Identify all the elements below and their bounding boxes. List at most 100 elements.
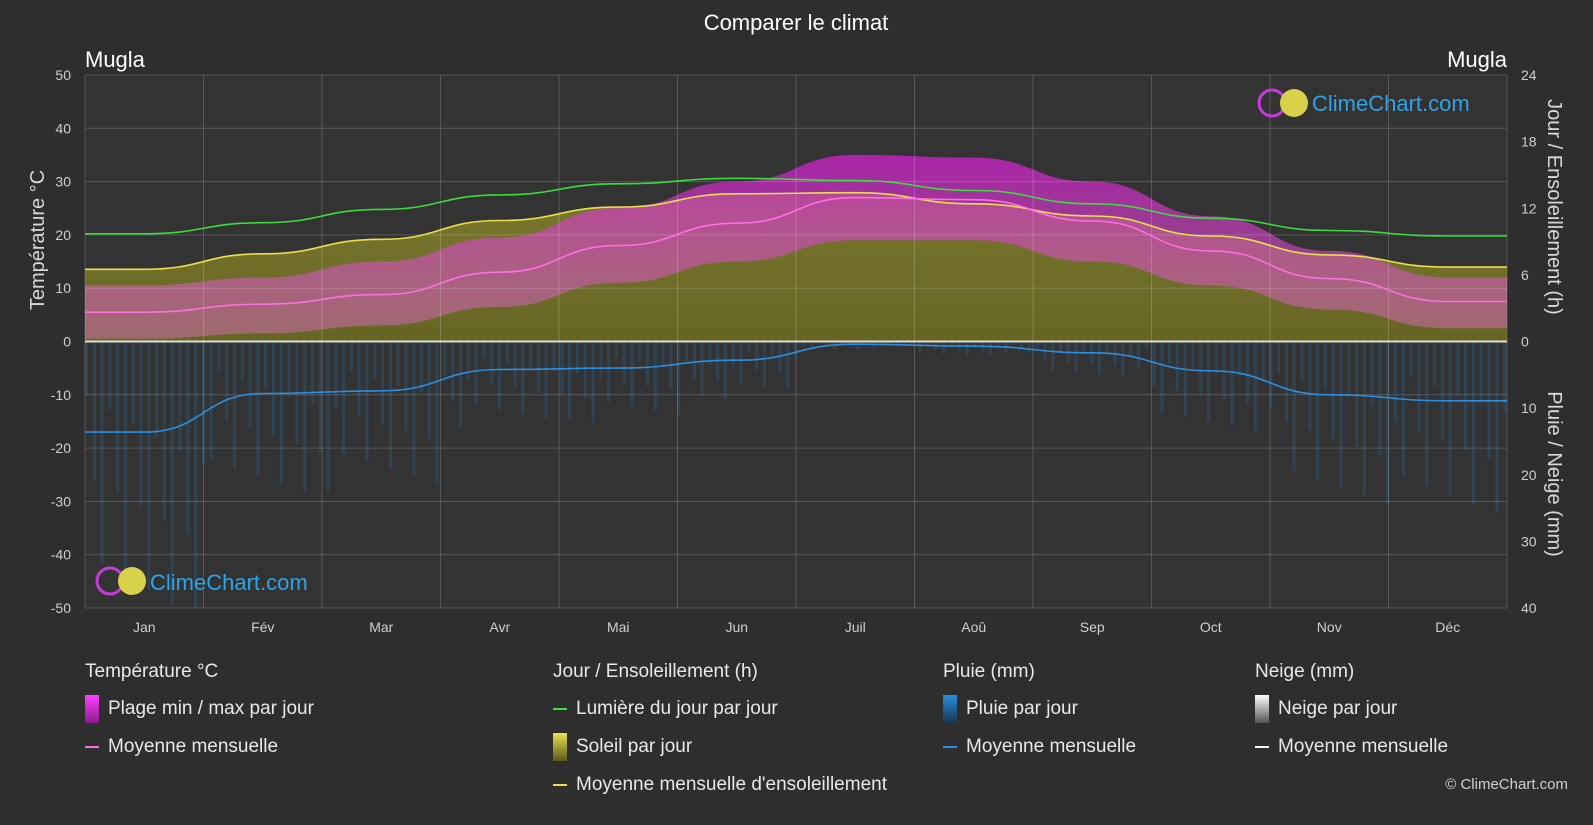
x-tick: Oct (1200, 619, 1222, 635)
rain-day-bar (1183, 341, 1187, 418)
rain-day-bar (1347, 341, 1351, 398)
x-tick: Mar (369, 619, 393, 635)
rain-day-bar (1020, 341, 1023, 349)
rain-day-bar (1238, 341, 1242, 377)
legend-snow: Neige (mm) Neige par jour Moyenne mensue… (1255, 660, 1448, 766)
rain-day-bar (653, 341, 657, 411)
rain-day-bar (1168, 341, 1172, 364)
rain-day-bar (965, 341, 969, 355)
rain-day-bar (451, 341, 455, 402)
rain-day-bar (1059, 341, 1062, 352)
copyright: © ClimeChart.com (1445, 776, 1568, 793)
rain-day-bar (1440, 341, 1444, 441)
logo-sun-icon (1280, 89, 1308, 117)
rain-day-bar (365, 341, 369, 462)
rain-day-bar (770, 341, 774, 356)
rain-day-bar (1495, 341, 1499, 514)
rain-day-bar (388, 341, 392, 470)
rain-day-bar (139, 341, 143, 507)
rain-day-bar (1012, 341, 1016, 345)
y-right-top-label: Jour / Ensoleillement (h) (1543, 99, 1565, 315)
rain-day-bar (591, 341, 595, 423)
rain-day-bar (646, 341, 649, 386)
logo-text: ClimeChart.com (150, 570, 308, 595)
y-right-top-tick: 6 (1521, 267, 1529, 283)
rain-day-bar (1433, 341, 1436, 387)
legend-temperature-title: Température °C (85, 661, 219, 682)
rain-day-bar (1136, 341, 1140, 368)
rain-day-bar (1362, 341, 1366, 496)
rain-day-bar (973, 341, 977, 348)
rain-day-bar (155, 341, 159, 438)
rain-day-bar (1316, 341, 1320, 480)
rain-day-bar (739, 341, 743, 385)
rain-day-bar (1425, 341, 1429, 486)
rain-day-bar (840, 341, 844, 345)
rain-day-bar (1253, 341, 1257, 431)
rain-day-bar (334, 341, 338, 409)
rain-day-bar (100, 341, 104, 563)
rain-day-bar (1456, 341, 1460, 396)
rain-day-bar (1105, 341, 1109, 356)
legend-label: Moyenne mensuelle (108, 736, 279, 757)
rain-day-bar (373, 341, 377, 379)
rain-day-bar (630, 341, 634, 407)
snow-swatch (1255, 695, 1269, 723)
rain-day-bar (1207, 341, 1210, 422)
y-right-top-tick: 18 (1521, 134, 1537, 150)
rain-day-bar (575, 341, 579, 374)
rain-day-bar (474, 341, 478, 406)
y-right-top-tick: 12 (1521, 200, 1537, 216)
rain-day-bar (856, 341, 860, 350)
y-right-bottom-tick: 20 (1521, 467, 1537, 483)
y-left-label: Température °C (27, 170, 49, 310)
rain-avg-swatch (943, 746, 957, 748)
logo-top-right: ClimeChart.com (1257, 88, 1470, 118)
rain-day-bar (1082, 341, 1086, 354)
rain-day-bar (536, 341, 540, 393)
legend-item-rain-avg: Moyenne mensuelle (943, 728, 1136, 766)
rain-day-bar (1175, 341, 1179, 391)
x-tick: Jun (725, 619, 748, 635)
legend-label: Plage min / max par jour (108, 698, 314, 719)
rain-day-bar (1027, 341, 1031, 353)
rain-day-bar (412, 341, 416, 477)
rain-day-bar (1191, 341, 1195, 369)
rain-day-bar (178, 341, 182, 452)
x-tick: Juil (845, 619, 866, 635)
rain-swatch (943, 695, 957, 723)
legend-temperature: Température °C Plage min / max par jour … (85, 660, 314, 766)
rain-day-bar (498, 341, 501, 410)
location-right: Mugla (1447, 47, 1508, 72)
legend-label: Moyenne mensuelle (966, 736, 1137, 757)
x-tick: Avr (489, 619, 510, 635)
rain-day-bar (801, 341, 805, 347)
rain-day-bar (918, 341, 922, 354)
legend-item-snow-avg: Moyenne mensuelle (1255, 728, 1448, 766)
series-lines (85, 177, 1507, 433)
rain-day-bar (420, 341, 423, 394)
rain-day-bar (910, 341, 914, 346)
rain-day-bar (1074, 341, 1078, 373)
y-left-tick: 0 (63, 334, 71, 350)
rain-day-bar (568, 341, 572, 419)
rain-day-bar (1097, 341, 1101, 375)
rain-day-bar (778, 341, 782, 373)
rain-day-bar (124, 341, 127, 576)
series-line-0 (85, 177, 1507, 237)
y-right-bottom-tick: 10 (1521, 400, 1537, 416)
chart-grid (84, 74, 1508, 609)
x-tick: Déc (1435, 619, 1460, 635)
sunshine-avg-swatch (553, 784, 567, 786)
y-left-tick: -20 (51, 440, 71, 456)
rain-day-bar (599, 341, 603, 378)
x-tick: Aoû (961, 619, 986, 635)
rain-day-bar (303, 341, 307, 492)
legend-label: Soleil par jour (576, 736, 693, 757)
y-left-tick: -50 (51, 600, 71, 616)
legend-label: Moyenne mensuelle (1278, 736, 1449, 757)
rain-daily-bars (85, 341, 1507, 608)
rain-day-bar (1261, 341, 1265, 382)
rain-day-bar (264, 341, 268, 389)
rain-day-bar (1121, 341, 1125, 376)
